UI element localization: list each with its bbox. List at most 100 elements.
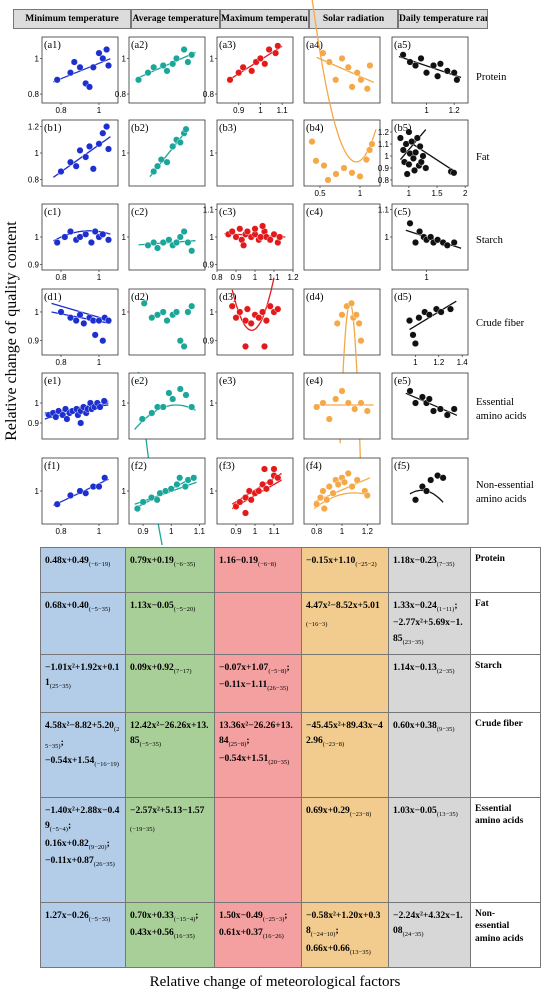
equation-cell: −45.45x²+89.43x−42.96(−23−8)	[301, 712, 389, 798]
data-point	[182, 391, 190, 399]
equation-cell: 4.58x²−8.82+5.20(25−35); −0.54x+1.54(−16−…	[40, 712, 126, 798]
data-point	[412, 399, 420, 407]
data-point	[190, 474, 198, 482]
x-tick-label: 1.2	[362, 527, 374, 536]
data-point	[99, 54, 107, 62]
y-tick-label: 1	[35, 149, 40, 158]
y-tick-label: 1	[122, 149, 127, 158]
data-point	[320, 162, 328, 170]
data-point	[344, 63, 352, 71]
panel-label: (a4)	[306, 40, 323, 51]
data-point	[412, 62, 420, 70]
equation: 1.33x−0.24(1−11);	[393, 600, 458, 613]
data-point	[91, 331, 99, 339]
data-point	[416, 227, 424, 235]
y-tick-label: 1.1	[378, 206, 390, 215]
data-point	[188, 51, 196, 59]
equation: 1.50x−0.49(−25−3);	[219, 910, 288, 923]
x-tick-label: 1.4	[457, 358, 469, 367]
data-point	[163, 158, 171, 166]
data-point	[344, 399, 352, 407]
y-tick-label: 0.9	[378, 164, 390, 173]
y-tick-label: 1	[122, 54, 127, 63]
x-tick-label: 0.8	[211, 273, 223, 282]
x-tick-label: 0.9	[230, 527, 242, 536]
equation: −0.58x²+1.20x+0.38(−24−10);	[306, 910, 381, 939]
panel-f2: (f2) 0.9 1 1.1 1	[122, 457, 206, 536]
panel-label: (d5)	[394, 292, 412, 303]
equation: 4.58x²−8.82+5.20(25−35);	[45, 720, 120, 751]
y-tick-label: 1	[35, 233, 40, 242]
data-point	[334, 480, 342, 488]
data-point	[324, 176, 332, 184]
row-label: Protein	[476, 72, 507, 83]
data-point	[101, 474, 109, 482]
data-point	[66, 227, 74, 235]
data-point	[357, 76, 365, 84]
equation: −0.54x+1.54(−16−19)	[45, 754, 119, 768]
equation-cell: −2.24x²+4.32x−1.08(24−35)	[388, 902, 471, 968]
row-label: Starch	[476, 235, 504, 246]
equation-cell: −1.40x²+2.88x−0.49(−5−4); 0.16x+0.82(9−20…	[40, 797, 126, 903]
data-point	[180, 227, 188, 235]
data-point	[176, 233, 184, 241]
data-point	[348, 169, 356, 177]
equation-row-label: Protein	[470, 547, 541, 593]
x-tick-label: 0.9	[230, 273, 242, 282]
data-point	[70, 58, 78, 66]
equation: 0.60x+0.38(9−35)	[393, 720, 455, 733]
panel-label: (b3)	[219, 123, 237, 134]
panel-label: (e4)	[306, 376, 323, 387]
panel-frame	[303, 288, 381, 356]
data-point	[255, 314, 263, 322]
data-point	[411, 340, 419, 348]
panel-b5: (b5) 1 1.5 2 1.2 1.1 1 0.9 0.8	[378, 119, 469, 198]
equation-row: −1.40x²+2.88x−0.49(−5−4); 0.16x+0.82(9−20…	[40, 797, 541, 903]
data-point	[418, 483, 426, 491]
data-point	[66, 491, 74, 499]
equation-cell: −0.58x²+1.20x+0.38(−24−10); 0.66x+0.66(13…	[301, 902, 389, 968]
equation-cell: 0.68x+0.40(−5−35)	[40, 592, 126, 655]
panel-f5: (f5)	[391, 457, 469, 525]
data-point	[338, 311, 346, 319]
row-label: Crude fiber	[476, 318, 525, 329]
data-point	[320, 505, 328, 513]
panel-d2: (d2) 1	[122, 288, 206, 545]
data-point	[72, 317, 80, 325]
data-point	[153, 244, 161, 252]
panel-label: (b1)	[44, 123, 62, 134]
data-point	[325, 483, 333, 491]
data-point	[351, 405, 359, 413]
data-point	[270, 230, 278, 238]
panel-frame	[216, 288, 294, 356]
data-point	[180, 342, 188, 350]
panel-b4: (b4) 0.5 1	[303, 0, 381, 198]
y-tick-label: 1.1	[203, 206, 215, 215]
data-point	[57, 167, 65, 175]
data-point	[184, 238, 192, 246]
data-point	[363, 407, 371, 415]
panel-a3: (a3) 0.9 1 1.1 0.8 1	[203, 36, 294, 115]
data-point	[406, 317, 414, 325]
column-header: Minimum temperature	[13, 9, 131, 29]
data-point	[450, 69, 458, 77]
data-point	[188, 247, 196, 255]
x-tick-label: 1.1	[194, 527, 206, 536]
equation-row-label: Essential amino acids	[470, 797, 541, 903]
y-tick-label: 0.8	[203, 90, 215, 99]
data-point	[255, 487, 263, 495]
data-point	[82, 230, 90, 238]
equation-cell	[301, 654, 389, 713]
data-point	[228, 227, 236, 235]
data-point	[352, 311, 360, 319]
data-point	[406, 58, 414, 66]
equation-row-label: Starch	[470, 654, 541, 713]
data-point	[236, 225, 244, 233]
x-tick-label: 1	[253, 273, 258, 282]
equation: 4.47x²−8.52x+5.01(−16−3)	[306, 600, 380, 629]
data-point	[450, 169, 458, 177]
data-point	[153, 311, 161, 319]
x-tick-label: 1	[424, 273, 429, 282]
equation-row-label: Non-essential amino acids	[470, 902, 541, 968]
data-point	[176, 337, 184, 345]
